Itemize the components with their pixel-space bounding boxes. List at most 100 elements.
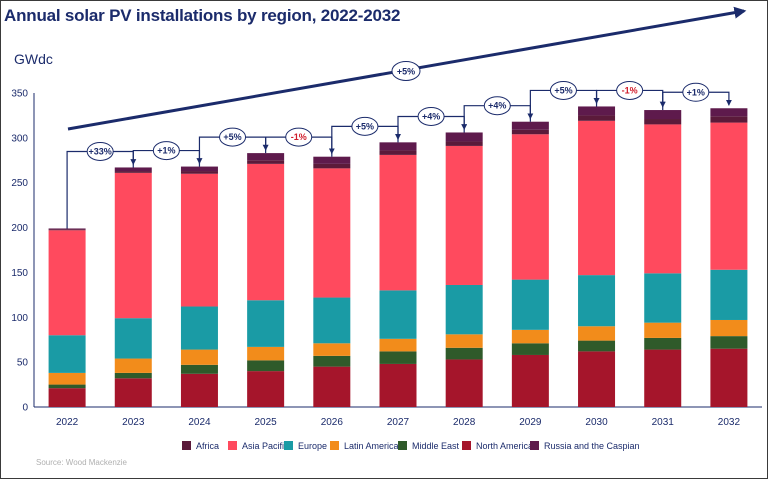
growth-badge — [616, 80, 644, 100]
growth-badge — [483, 96, 511, 116]
growth-badge — [219, 127, 247, 147]
chart-title: Annual solar PV installations by region,… — [4, 6, 401, 25]
x-tick-label: 2024 — [188, 417, 211, 428]
growth-label: +5% — [223, 132, 241, 142]
bar-segment — [710, 348, 748, 407]
bar-segment — [114, 318, 152, 359]
bar-segment — [247, 160, 285, 164]
x-tick-label: 2022 — [56, 417, 79, 428]
bar-segment — [247, 163, 285, 301]
bar-segment — [445, 359, 483, 407]
growth-label: -1% — [622, 85, 638, 95]
x-tick-label: 2032 — [718, 417, 741, 428]
x-tick-label: 2030 — [585, 417, 608, 428]
bar-segment — [247, 360, 285, 372]
bar-segment — [48, 229, 86, 231]
bar-segment — [511, 343, 549, 355]
bar-segment — [445, 284, 483, 335]
legend-swatch — [530, 441, 539, 450]
bar-segment — [710, 336, 748, 349]
bar-segment — [313, 156, 351, 164]
bar-segment — [644, 349, 682, 407]
legend-label: North America — [476, 441, 533, 451]
bar-segment — [379, 150, 417, 155]
growth-badge — [351, 116, 379, 136]
bar-segment — [114, 378, 152, 407]
y-tick-label: 100 — [11, 313, 28, 324]
bar-segment — [511, 354, 549, 407]
bar-segment — [710, 269, 748, 320]
bar-segment — [511, 329, 549, 344]
growth-badge — [285, 127, 313, 147]
bar-segment — [578, 351, 616, 407]
bar-segment — [180, 173, 218, 307]
bar-segment — [379, 351, 417, 364]
bar-segment — [114, 358, 152, 373]
bar-segment — [644, 119, 682, 125]
bar-segment — [578, 340, 616, 352]
bar-segment — [710, 122, 748, 270]
bar-segment — [578, 106, 616, 116]
trend-label: +5% — [397, 67, 415, 77]
bar-segment — [511, 279, 549, 330]
y-tick-label: 50 — [17, 358, 29, 369]
bar-segment — [379, 363, 417, 407]
y-tick-label: 0 — [22, 403, 28, 414]
bar-segment — [114, 172, 152, 319]
bar-segment — [48, 388, 86, 407]
growth-badge — [417, 106, 445, 126]
legend-swatch — [462, 441, 471, 450]
growth-label: +1% — [687, 87, 705, 97]
bar-segment — [578, 275, 616, 327]
bar-segment — [114, 167, 152, 172]
bar-segment — [511, 129, 549, 135]
bar-segment — [247, 371, 285, 407]
x-tick-label: 2027 — [387, 417, 410, 428]
bar-segment — [48, 384, 86, 389]
growth-badge — [682, 82, 710, 102]
bar-segment — [48, 228, 86, 230]
bar-segment — [379, 142, 417, 151]
bar-segment — [313, 163, 351, 169]
bar-segment — [313, 366, 351, 407]
bar-segment — [710, 116, 748, 123]
legend-swatch — [284, 441, 293, 450]
x-tick-label: 2029 — [519, 417, 542, 428]
legend-swatch — [330, 441, 339, 450]
source-note: Source: Wood Mackenzie — [36, 458, 128, 467]
legend-swatch — [182, 441, 191, 450]
bar-segment — [114, 171, 152, 173]
bar-segment — [644, 273, 682, 323]
bar-segment — [180, 166, 218, 172]
bar-segment — [313, 355, 351, 367]
bar-segment — [710, 108, 748, 117]
bar-segment — [445, 132, 483, 142]
growth-label: +5% — [554, 85, 572, 95]
bar-segment — [180, 306, 218, 350]
growth-badge — [549, 80, 577, 100]
legend-label: Africa — [196, 441, 219, 451]
growth-label: +33% — [89, 146, 112, 156]
legend-label: Middle East — [412, 441, 460, 451]
bar-segment — [445, 347, 483, 360]
bar-segment — [114, 372, 152, 379]
legend-swatch — [228, 441, 237, 450]
bar-segment — [48, 335, 86, 373]
bar-segment — [578, 115, 616, 121]
bar-segment — [379, 290, 417, 339]
bar-segment — [644, 322, 682, 338]
bar-segment — [180, 373, 218, 407]
growth-label: +4% — [488, 101, 506, 111]
x-tick-label: 2025 — [255, 417, 278, 428]
bar-segment — [313, 168, 351, 298]
legend-label: Europe — [298, 441, 327, 451]
y-tick-label: 200 — [11, 223, 28, 234]
bar-segment — [180, 349, 218, 365]
trend-badge — [391, 61, 421, 81]
bar-segment — [445, 145, 483, 285]
bar-segment — [247, 300, 285, 347]
bar-segment — [511, 134, 549, 280]
bar-segment — [379, 338, 417, 352]
bar-segment — [644, 110, 682, 120]
x-tick-label: 2023 — [122, 417, 145, 428]
